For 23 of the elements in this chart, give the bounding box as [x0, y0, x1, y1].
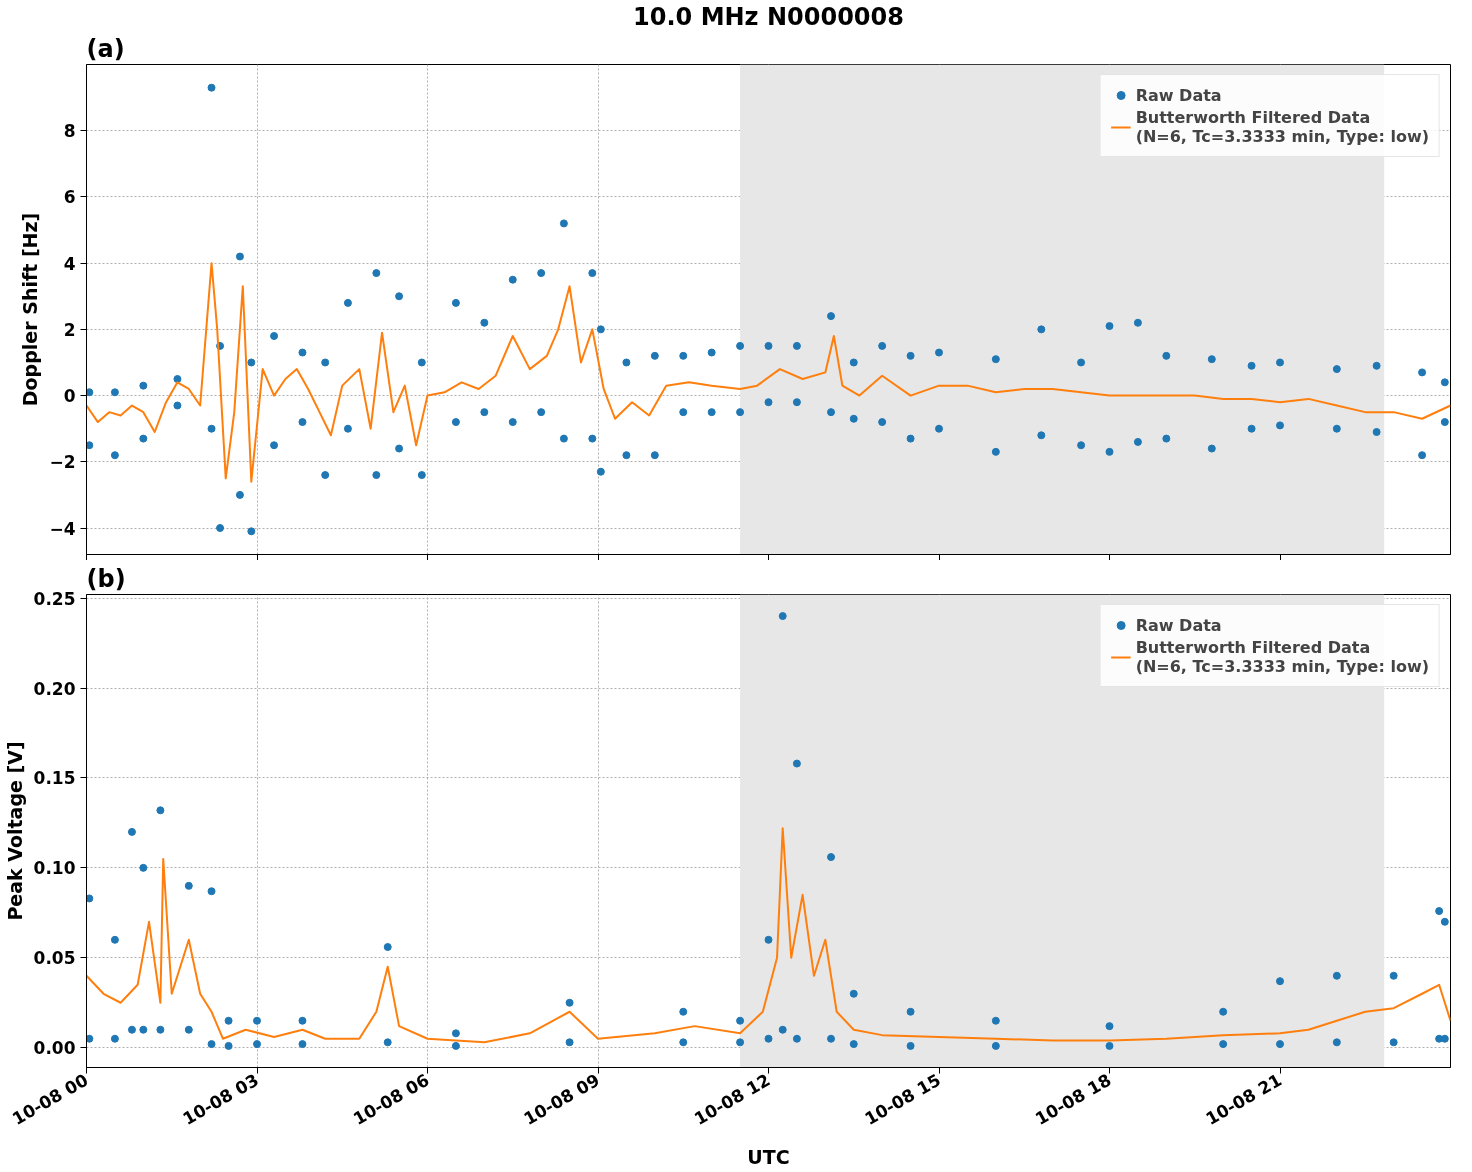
y-tick-label: 2 — [63, 319, 76, 340]
y-axis-title: Doppler Shift [Hz] — [19, 212, 42, 407]
legend-label: Raw Data — [1135, 615, 1222, 635]
y-tick-label: 0.05 — [33, 948, 76, 969]
y-tick-label: −2 — [49, 452, 76, 473]
y-tick-label: 0 — [63, 386, 76, 407]
chart-title: 10.0 MHz N0000008 — [633, 2, 904, 31]
y-tick-label: 0.00 — [33, 1038, 76, 1059]
y-tick-label: 0.20 — [33, 678, 76, 699]
y-tick-label: 6 — [63, 187, 76, 208]
legend-label: Butterworth Filtered Data (N=6, Tc=3.3333 min, Type: low) — [1135, 108, 1429, 146]
x-axis-title: UTC — [747, 1145, 790, 1168]
y-tick-label: 8 — [63, 121, 76, 142]
legend-label: Raw Data — [1135, 85, 1222, 105]
y-tick-label: 0.15 — [33, 768, 76, 789]
y-tick-label: −4 — [49, 518, 76, 539]
y-tick-label: 0.10 — [33, 858, 76, 879]
legend-label: Butterworth Filtered Data (N=6, Tc=3.3333 min, Type: low) — [1135, 638, 1429, 676]
text: (b) — [86, 564, 126, 593]
y-tick-label: 4 — [63, 253, 76, 274]
text: (a) — [86, 34, 125, 63]
y-tick-label: 0.25 — [33, 588, 76, 609]
y-axis-title: Peak Voltage [V] — [3, 741, 26, 921]
